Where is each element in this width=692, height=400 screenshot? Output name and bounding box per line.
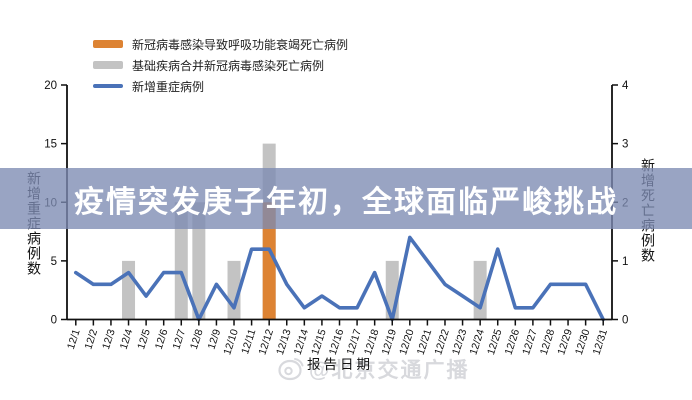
- severe-cases-line: [73, 235, 606, 322]
- legend-label: 新冠病毒感染导致呼吸功能衰竭死亡病例: [132, 37, 349, 52]
- x-tick-label: 12/29: [555, 328, 575, 357]
- x-tick-label: 12/9: [206, 328, 224, 351]
- x-tick-label: 12/24: [467, 328, 487, 357]
- legend-item: 新冠病毒感染导致呼吸功能衰竭死亡病例: [93, 36, 348, 52]
- x-tick-label: 12/4: [118, 328, 136, 351]
- tick-label: 20: [44, 80, 57, 92]
- tick-label: 15: [44, 139, 57, 151]
- legend: 新冠病毒感染导致呼吸功能衰竭死亡病例 基础疾病合并新冠病毒感染死亡病例 新增重症病例: [93, 36, 348, 94]
- x-tick-label: 12/12: [256, 328, 276, 357]
- x-tick-label: 12/26: [503, 328, 523, 357]
- x-tick-label: 12/1: [65, 328, 83, 351]
- legend-item: 新增重症病例: [93, 78, 348, 94]
- legend-swatch: [93, 40, 123, 48]
- x-tick-label: 12/6: [153, 328, 171, 351]
- weibo-eye-icon: [278, 358, 304, 381]
- death-bar: [262, 202, 276, 320]
- x-tick-label: 12/22: [432, 328, 452, 357]
- legend-label: 基础疾病合并新冠病毒感染死亡病例: [132, 58, 325, 73]
- x-tick-label: 12/8: [188, 328, 206, 351]
- x-tick-label: 12/3: [100, 328, 118, 351]
- tick-label: 3: [622, 139, 628, 151]
- x-tick-label: 12/25: [485, 328, 505, 357]
- tick-label: 5: [51, 256, 57, 268]
- x-tick-label: 12/2: [82, 328, 100, 351]
- x-axis-title: 报告日期: [307, 357, 373, 372]
- legend-swatch: [93, 61, 123, 69]
- legend-swatch: [93, 83, 123, 89]
- x-tick-label: 12/23: [450, 328, 470, 357]
- death-bar: [174, 202, 188, 320]
- legend-item: 基础疾病合并新冠病毒感染死亡病例: [93, 57, 348, 73]
- tick-label: 1: [622, 256, 628, 268]
- watermark-text: @北京交通广播: [309, 359, 470, 382]
- x-tick-label: 12/27: [520, 328, 540, 357]
- death-bar: [122, 260, 136, 320]
- legend-label: 新增重症病例: [132, 79, 205, 94]
- tick-label: 0: [622, 315, 628, 327]
- x-tick-label: 12/5: [135, 328, 153, 351]
- x-tick-label: 12/10: [221, 328, 241, 357]
- tick-label: 4: [622, 80, 629, 92]
- headline-banner: 疫情突发庚子年初，全球面临严峻挑战: [0, 168, 692, 229]
- watermark: @北京交通广播: [276, 354, 469, 384]
- x-tick-label: 12/7: [170, 328, 188, 351]
- x-tick-label: 12/30: [573, 328, 593, 357]
- x-tick-label: 12/31: [591, 328, 611, 357]
- x-tick-label: 12/28: [538, 328, 558, 357]
- tick-label: 0: [51, 315, 57, 327]
- x-tick-label: 12/20: [397, 328, 417, 357]
- x-tick-label: 12/21: [415, 328, 435, 357]
- death-bar: [192, 202, 206, 320]
- x-tick-label: 12/11: [239, 328, 258, 356]
